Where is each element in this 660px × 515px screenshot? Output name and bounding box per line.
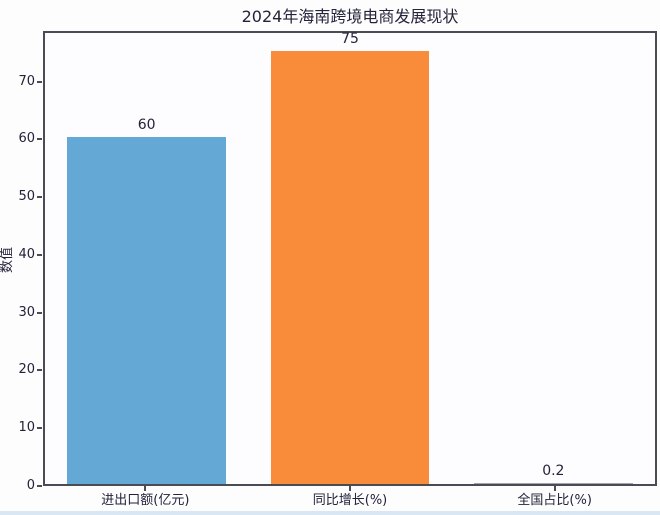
y-tick-label: 10 — [18, 420, 35, 436]
y-tick-label: 70 — [18, 73, 35, 89]
y-tick-mark — [37, 311, 42, 314]
bars-layer: 60 75 0.2 — [45, 30, 655, 484]
y-tick-mark — [37, 196, 42, 199]
chart-title: 2024年海南跨境电商发展现状 — [241, 7, 459, 26]
y-tick-label: 60 — [18, 131, 35, 147]
x-tick-mark — [553, 486, 556, 491]
x-tick-label: 同比增长(%) — [312, 493, 388, 508]
y-tick-label: 30 — [18, 304, 35, 320]
y-tick-mark — [37, 427, 42, 430]
bar-slot: 0.2 — [452, 33, 655, 484]
y-tick-label: 40 — [18, 246, 35, 262]
bar-value-label: 75 — [341, 30, 359, 47]
x-tick-label: 进出口额(亿元) — [101, 493, 190, 508]
bar-2 — [270, 50, 430, 484]
y-tick-label: 20 — [18, 362, 35, 378]
x-tick-mark — [144, 486, 147, 491]
y-tick-mark — [37, 138, 42, 141]
bar-slot: 75 — [248, 30, 451, 484]
bottom-stripe — [0, 511, 660, 515]
y-tick-mark — [37, 80, 42, 83]
y-tick-mark — [37, 369, 42, 372]
y-tick-label: 0 — [26, 478, 35, 493]
y-tick-mark — [37, 485, 42, 487]
y-tick-label: 50 — [18, 189, 35, 205]
bar-3 — [474, 482, 633, 484]
bar-value-label: 0.2 — [542, 462, 565, 479]
bar-value-label: 60 — [137, 117, 156, 134]
x-tick-mark — [349, 486, 351, 491]
bar-1 — [67, 137, 226, 484]
x-tick-label: 全国占比(%) — [517, 493, 592, 508]
y-tick-mark — [37, 253, 42, 256]
bar-slot: 60 — [45, 33, 248, 484]
plot-area: 60 75 0.2 — [43, 31, 657, 486]
